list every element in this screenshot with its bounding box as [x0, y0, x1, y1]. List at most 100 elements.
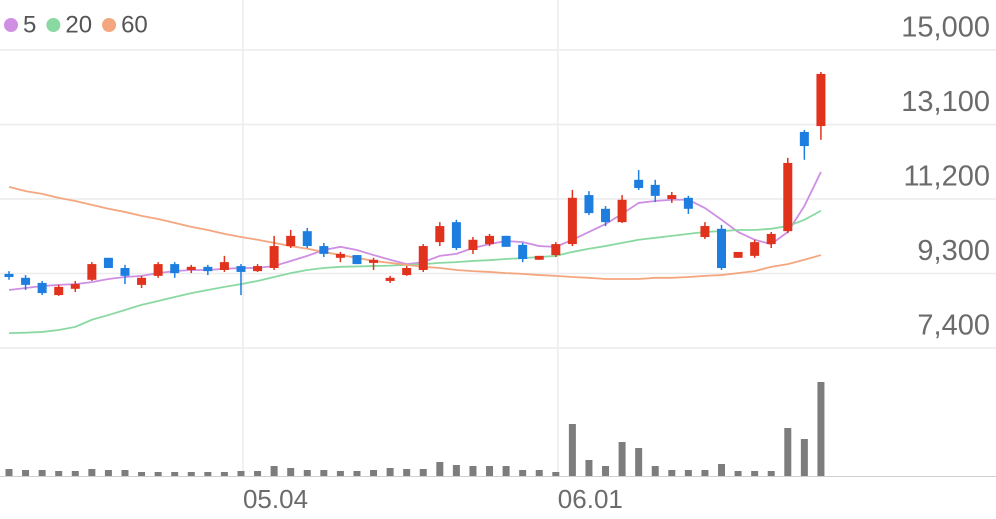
- candle-body: [501, 235, 511, 247]
- candle-body: [87, 264, 97, 280]
- candle-body: [54, 286, 64, 296]
- candle-body: [319, 246, 329, 254]
- volume-bar: [71, 471, 79, 476]
- volume-bar: [767, 471, 775, 476]
- candle-body: [385, 277, 395, 281]
- ma-line: [8, 209, 822, 334]
- candle-body: [302, 231, 312, 247]
- candle-body: [286, 235, 296, 247]
- volume-bar: [353, 471, 361, 476]
- volume-bar: [452, 465, 460, 476]
- volume-bar: [204, 472, 212, 476]
- volume-bar: [651, 466, 659, 476]
- volume-bar: [121, 470, 129, 476]
- candle-body: [4, 273, 14, 278]
- candle-body: [120, 268, 130, 276]
- candle-body: [153, 264, 163, 276]
- volume-bar: [502, 466, 510, 476]
- grid: [0, 0, 996, 476]
- candle-body: [70, 284, 80, 289]
- candle-body: [799, 131, 809, 147]
- candle-body: [766, 233, 776, 245]
- candle-body: [219, 262, 229, 270]
- candle-body: [650, 184, 660, 196]
- volume-bar: [370, 470, 378, 476]
- volume-bar: [287, 468, 295, 476]
- volume-bar: [303, 470, 311, 476]
- volume-bar: [254, 471, 262, 476]
- volume-bar: [270, 466, 278, 476]
- volume-bar: [602, 466, 610, 476]
- candle-body: [186, 266, 196, 270]
- candle-body: [551, 244, 561, 256]
- volume-bar: [469, 466, 477, 476]
- candle-body: [37, 282, 47, 294]
- candle-body: [21, 277, 31, 285]
- volume-bar: [635, 448, 643, 476]
- volume-bar: [320, 470, 328, 476]
- volume-bar: [701, 470, 709, 476]
- candle-body: [783, 162, 793, 232]
- volume-bar: [38, 470, 46, 476]
- candle-body: [518, 244, 528, 259]
- candle-body: [534, 255, 544, 260]
- volume-bar: [5, 469, 13, 476]
- candle-body: [601, 208, 611, 223]
- candle-body: [485, 235, 495, 245]
- legend-label: 60: [121, 11, 148, 38]
- legend-label: 20: [65, 11, 92, 38]
- volume-bar: [104, 470, 112, 476]
- candle-body: [617, 199, 627, 223]
- candle-body: [733, 251, 743, 258]
- candle-body: [750, 242, 760, 256]
- candle-body: [700, 226, 710, 238]
- volume-bar: [436, 462, 444, 476]
- candle-body: [584, 195, 594, 214]
- candle-body: [170, 264, 180, 274]
- volume-bar: [684, 470, 692, 476]
- ma-line: [8, 171, 822, 291]
- candle-body: [269, 246, 279, 269]
- candle-body: [402, 268, 412, 276]
- candle-body: [103, 257, 113, 269]
- volume-bar: [817, 382, 825, 476]
- candle-body: [418, 246, 428, 270]
- volume-bar: [154, 472, 162, 476]
- y-tick-label: 7,400: [917, 310, 990, 342]
- volume-bar: [668, 470, 676, 476]
- candle-body: [451, 222, 461, 249]
- candle-body: [667, 195, 677, 199]
- volume-bar: [55, 471, 63, 476]
- volume-bar: [618, 442, 626, 476]
- volume-bar: [171, 472, 179, 476]
- volume-bar: [138, 472, 146, 476]
- candle-body: [236, 266, 246, 272]
- legend-marker: [4, 18, 18, 32]
- candle-body: [352, 255, 362, 265]
- candle-body: [137, 277, 147, 285]
- volume-bar: [784, 428, 792, 476]
- volume-bar: [486, 466, 494, 476]
- volume-bar: [734, 471, 742, 476]
- candle-body: [634, 179, 644, 189]
- y-tick-label: 13,100: [901, 86, 990, 118]
- volume-bar: [552, 472, 560, 476]
- candle-body: [435, 226, 445, 243]
- volume-bar: [403, 469, 411, 476]
- y-tick-label: 15,000: [901, 12, 990, 44]
- candle-body: [816, 73, 826, 127]
- volume-bar: [751, 471, 759, 476]
- candle-body: [253, 266, 263, 272]
- candle-body: [567, 197, 577, 245]
- volume-bar: [237, 471, 245, 476]
- legend-marker: [46, 18, 61, 32]
- candle-body: [468, 239, 478, 250]
- volume-bar: [519, 470, 527, 476]
- x-tick-label: 06.01: [558, 484, 623, 514]
- volume-bar: [419, 469, 427, 476]
- ma-line: [8, 185, 822, 280]
- volume-bar: [718, 464, 726, 476]
- legend-label: 5: [23, 11, 36, 38]
- volume-bar: [568, 424, 576, 476]
